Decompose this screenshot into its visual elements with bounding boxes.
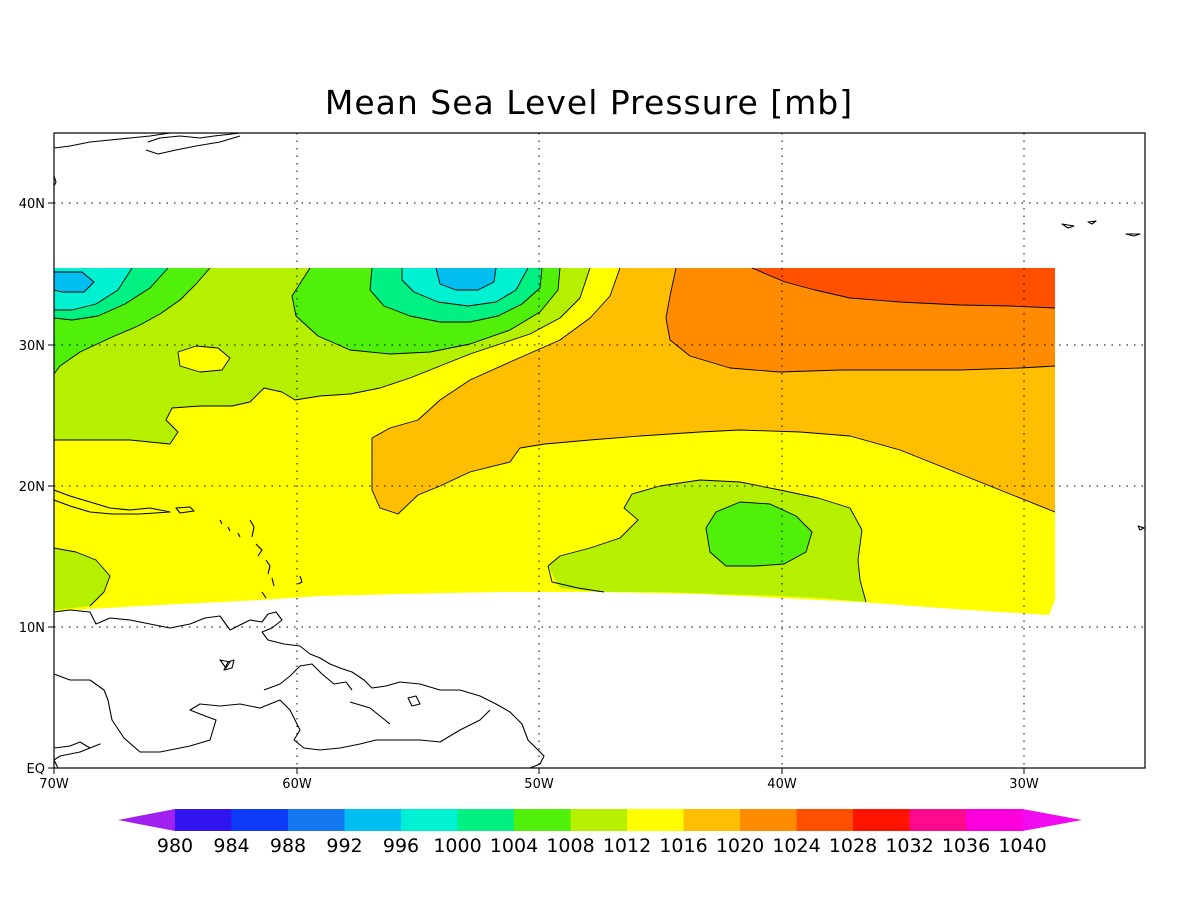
colorbar-swatch — [853, 809, 910, 831]
colorbar-label: 1004 — [490, 835, 538, 857]
colorbar-label: 1008 — [546, 835, 594, 857]
contour-1012-west — [54, 267, 591, 445]
fill-1012-patch — [178, 346, 230, 372]
coast-north-america — [54, 133, 241, 155]
colorbar-swatch — [683, 809, 741, 831]
colorbar-swatch — [175, 809, 232, 831]
y-tick-label: 20N — [19, 480, 45, 495]
fill-992-996-north — [436, 268, 496, 290]
y-tick-label: 30N — [19, 339, 45, 354]
colorbar-label: 1040 — [998, 835, 1046, 857]
coast-ns-tip — [54, 175, 57, 187]
colorbar-arrow-low — [118, 809, 175, 831]
colorbar-swatch — [740, 809, 797, 831]
colorbar-swatch — [288, 809, 345, 831]
coast-hispaniola — [54, 489, 171, 515]
colorbar-swatch — [457, 809, 515, 831]
fill-992-996-nw — [54, 272, 94, 292]
x-tick-label: 70W — [39, 777, 69, 792]
contour-996-north — [435, 267, 497, 291]
tick-marks — [48, 202, 1025, 774]
x-tick-label: 50W — [524, 777, 554, 792]
coast-azores-2 — [1087, 220, 1097, 225]
y-tick-label: EQ — [27, 762, 45, 777]
colorbar-label: 996 — [383, 835, 419, 857]
colorbar-label: 1036 — [942, 835, 990, 857]
contour-1008-east — [705, 501, 813, 567]
plot-area — [54, 133, 1145, 768]
contour-1008-nw — [54, 267, 211, 375]
contour-1012-east — [547, 479, 867, 603]
contour-996-nw — [54, 271, 95, 293]
y-tick-labels: EQ 10N 20N 30N 40N — [19, 197, 45, 777]
colorbar: 980 984 988 992 996 1000 1004 1008 1012 1016 1020 1… — [118, 809, 1082, 857]
colorbar-label: 1020 — [716, 835, 764, 857]
colorbar-swatch — [344, 809, 402, 831]
coast-lesser-antilles — [219, 519, 303, 599]
colorbar-label: 1012 — [603, 835, 651, 857]
contour-1012-sw — [54, 547, 111, 607]
contour-1016-patch — [177, 345, 231, 373]
contour-1000-nw — [54, 267, 133, 311]
x-tick-label: 40W — [767, 777, 797, 792]
colorbar-label: 984 — [213, 835, 249, 857]
coast-south-america — [54, 609, 545, 768]
colorbar-label: 1024 — [772, 835, 820, 857]
fill-1024-1028 — [752, 268, 1055, 308]
fill-1008-1012-sw — [54, 548, 110, 610]
colorbar-swatch — [570, 809, 628, 831]
contour-1016 — [371, 267, 1056, 515]
colorbar-label: 1032 — [885, 835, 933, 857]
coastlines — [54, 133, 1145, 768]
coast-puerto-rico — [175, 506, 195, 514]
colorbar-swatch — [627, 809, 684, 831]
contour-1004-north — [369, 267, 543, 323]
coast-trinidad — [223, 659, 235, 671]
contour-1004-nw — [54, 267, 169, 321]
contour-lines — [54, 267, 1056, 607]
fill-1004-1008-east — [706, 502, 812, 566]
colorbar-swatch — [909, 809, 967, 831]
contour-1024 — [751, 267, 1056, 309]
pressure-fill — [54, 268, 1055, 615]
y-tick-label: 10N — [19, 621, 45, 636]
colorbar-label: 988 — [270, 835, 306, 857]
colorbar-swatch — [231, 809, 289, 831]
colorbar-label: 1016 — [659, 835, 707, 857]
contour-1020 — [665, 267, 1056, 373]
coast-azores-3 — [1125, 233, 1141, 237]
y-tick-label: 40N — [19, 197, 45, 212]
x-tick-labels: 70W 60W 50W 40W 30W — [39, 777, 1039, 792]
colorbar-label: 1028 — [829, 835, 877, 857]
coast-canaries — [1137, 525, 1145, 531]
graticule — [54, 133, 1145, 768]
colorbar-label: 980 — [157, 835, 193, 857]
coast-azores-1 — [1061, 223, 1075, 229]
chart-title: Mean Sea Level Pressure [mb] — [325, 83, 853, 122]
colorbar-label: 992 — [326, 835, 362, 857]
colorbar-arrow-high — [1022, 809, 1082, 831]
colorbar-swatch — [796, 809, 854, 831]
colorbar-swatch — [401, 809, 458, 831]
contour-1008-north — [291, 267, 561, 355]
contour-1000-north — [401, 267, 529, 307]
plot-frame — [53, 132, 1146, 769]
x-tick-label: 60W — [282, 777, 312, 792]
x-tick-label: 30W — [1009, 777, 1039, 792]
colorbar-swatch — [514, 809, 571, 831]
colorbar-label: 1000 — [433, 835, 481, 857]
contour-1012-sw2 — [547, 565, 605, 593]
colorbar-swatch — [966, 809, 1023, 831]
